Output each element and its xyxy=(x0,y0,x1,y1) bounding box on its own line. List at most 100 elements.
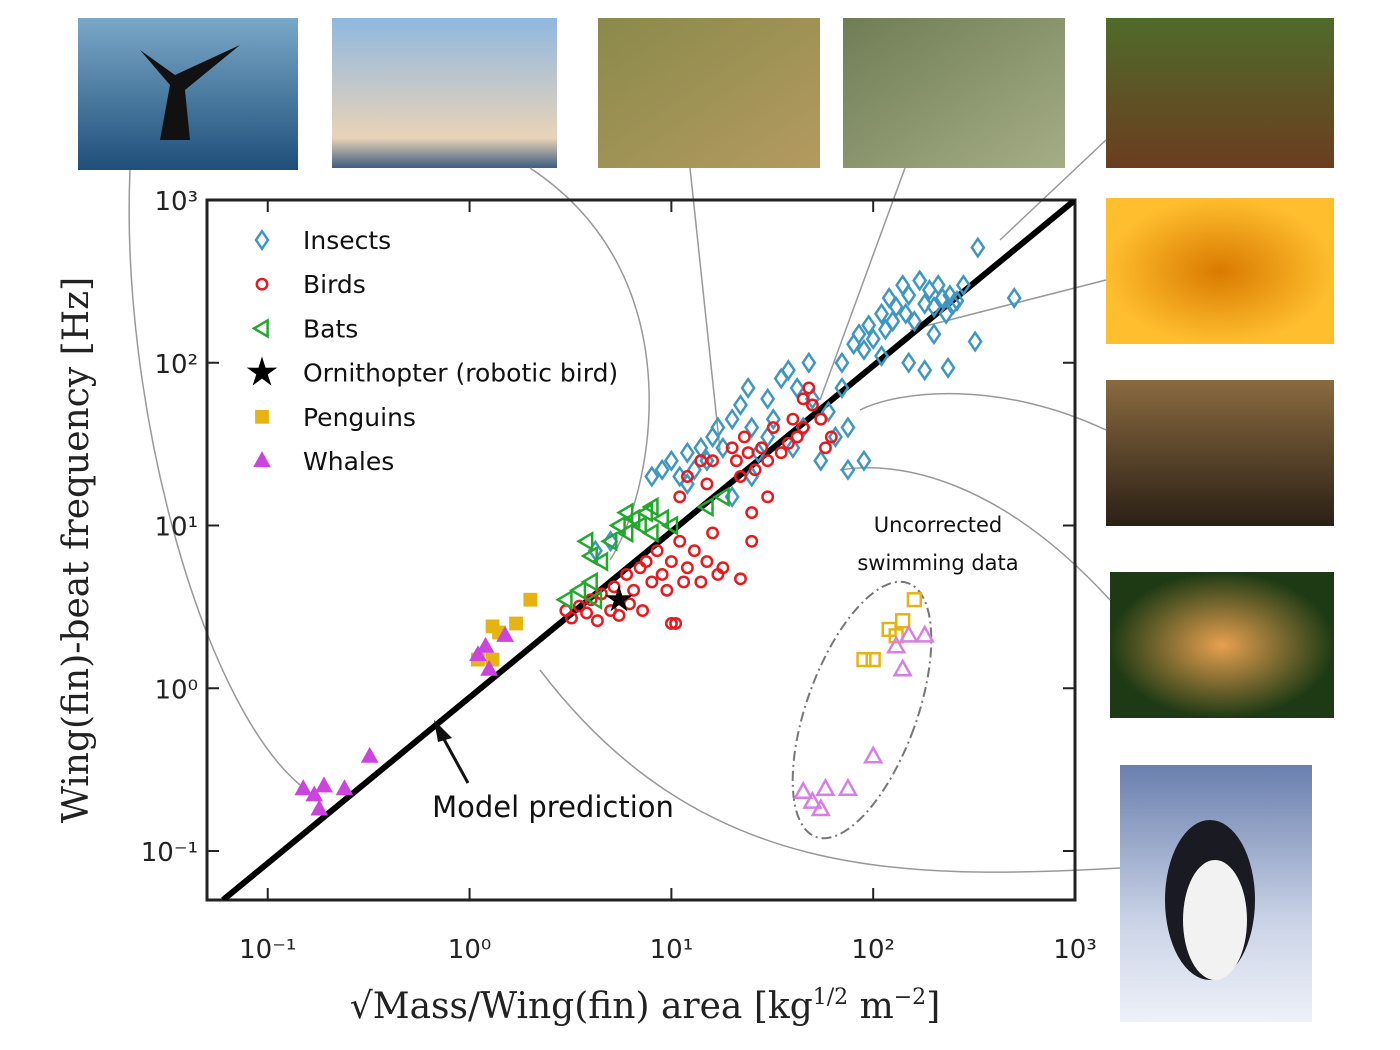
connector xyxy=(909,279,1107,331)
marker xyxy=(912,269,928,292)
legend-label: Bats xyxy=(303,314,358,343)
marker xyxy=(955,274,971,297)
marker xyxy=(644,465,660,488)
annotation-arrow xyxy=(438,731,470,784)
marker xyxy=(480,659,498,676)
swimming-ellipse xyxy=(791,580,933,840)
marker xyxy=(664,555,678,569)
marker xyxy=(633,561,647,575)
marker xyxy=(645,575,659,589)
marker xyxy=(898,302,914,325)
annotation: Model prediction xyxy=(432,790,674,824)
marker xyxy=(851,323,867,346)
legend-marker xyxy=(251,318,269,339)
x-label-part: ] xyxy=(926,986,940,1027)
marker xyxy=(938,302,954,325)
marker xyxy=(837,777,859,796)
marker xyxy=(724,408,740,431)
marker xyxy=(901,284,917,307)
y-tick-label: 10² xyxy=(154,350,198,380)
marker xyxy=(780,359,796,382)
marker xyxy=(509,616,523,631)
marker xyxy=(694,454,708,468)
marker xyxy=(810,798,831,817)
marker xyxy=(856,338,872,361)
marker xyxy=(761,454,775,468)
marker xyxy=(755,441,769,455)
model-line xyxy=(221,200,1075,900)
x-axis-label: √Mass/Wing(fin) area [kg1/2 m−2] xyxy=(350,985,940,1027)
legend-marker xyxy=(253,451,271,468)
marker xyxy=(469,645,487,662)
marker xyxy=(917,359,933,382)
x-tick-label: 10⁰ xyxy=(448,935,492,965)
marker xyxy=(608,515,626,536)
marker xyxy=(694,575,708,589)
marker xyxy=(523,592,538,607)
marker xyxy=(590,614,604,628)
marker xyxy=(315,776,333,793)
marker xyxy=(840,416,856,439)
marker xyxy=(773,367,789,390)
marker xyxy=(861,314,877,337)
marker xyxy=(898,624,919,643)
marker xyxy=(476,636,495,653)
marker xyxy=(856,651,872,668)
x-label-superscript: −2 xyxy=(894,985,926,1010)
marker xyxy=(856,449,872,472)
marker xyxy=(629,515,647,536)
marker xyxy=(820,400,836,423)
marker xyxy=(865,327,881,350)
marker xyxy=(774,446,788,460)
marker xyxy=(677,575,691,589)
marker xyxy=(827,425,843,448)
marker xyxy=(745,506,759,520)
photo-beetle xyxy=(1106,380,1334,526)
marker xyxy=(744,465,760,488)
marker xyxy=(620,568,634,581)
marker xyxy=(970,236,986,259)
marker xyxy=(834,376,850,399)
marker xyxy=(636,604,650,618)
marker xyxy=(750,441,766,464)
marker xyxy=(729,454,743,468)
marker xyxy=(748,463,762,477)
marker xyxy=(705,425,721,448)
marker xyxy=(679,441,695,464)
photos xyxy=(78,18,1334,1022)
legend-marker xyxy=(246,356,278,386)
marker xyxy=(745,534,759,548)
marker xyxy=(673,490,687,504)
marker xyxy=(741,446,755,460)
y-tick-label: 10⁰ xyxy=(154,675,198,705)
marker xyxy=(725,441,739,455)
marker xyxy=(766,421,780,434)
marker xyxy=(781,436,795,450)
connector xyxy=(539,669,1121,873)
photo-bee xyxy=(1106,198,1334,344)
marker xyxy=(580,571,598,593)
connector xyxy=(128,169,301,786)
marker xyxy=(572,599,586,613)
photo-moth xyxy=(1110,572,1334,718)
marker xyxy=(834,351,850,374)
marker xyxy=(802,790,823,809)
marker xyxy=(673,534,687,548)
marker xyxy=(710,416,726,439)
marker xyxy=(669,617,683,630)
marker xyxy=(874,302,890,325)
marker xyxy=(967,330,983,353)
x-tick-label: 10² xyxy=(851,935,895,965)
marker xyxy=(305,785,324,802)
plot-area xyxy=(221,200,1075,900)
legend-marker xyxy=(254,228,270,252)
marker xyxy=(485,619,500,634)
x-tick-label: 10³ xyxy=(1053,935,1097,965)
marker xyxy=(1006,286,1022,310)
marker xyxy=(734,470,747,483)
marker xyxy=(623,508,641,529)
marker xyxy=(700,555,714,569)
marker xyxy=(639,555,653,569)
marker xyxy=(641,496,659,518)
marker xyxy=(761,490,775,504)
